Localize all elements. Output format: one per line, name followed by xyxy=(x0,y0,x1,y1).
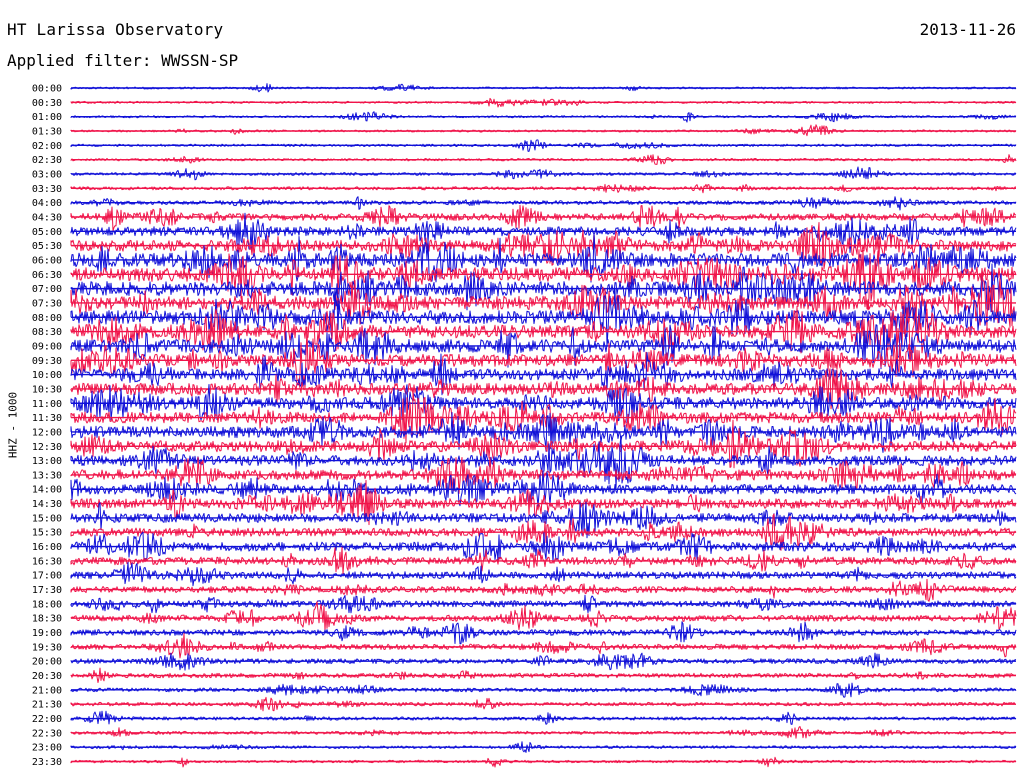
hour-label-0130: 01:30 xyxy=(32,126,62,137)
hour-label-0730: 07:30 xyxy=(32,298,62,309)
trace-row-0400 xyxy=(70,196,1017,211)
hour-label-2330: 23:30 xyxy=(32,757,62,768)
chart-date: 2013-11-26 xyxy=(919,20,1016,39)
hour-label-1430: 14:30 xyxy=(32,499,62,510)
hour-label-2000: 20:00 xyxy=(32,657,62,668)
hour-label-1830: 18:30 xyxy=(32,614,62,625)
hour-label-1300: 13:00 xyxy=(32,456,62,467)
trace-row-0230 xyxy=(70,154,1017,165)
hour-label-1200: 12:00 xyxy=(32,427,62,438)
trace-row-1530 xyxy=(70,513,1017,551)
hour-label-2300: 23:00 xyxy=(32,743,62,754)
hour-label-0000: 00:00 xyxy=(32,84,62,95)
trace-row-0630 xyxy=(70,249,1017,311)
trace-row-1100 xyxy=(70,384,1017,424)
trace-row-0130 xyxy=(70,124,1017,137)
hour-label-0300: 03:00 xyxy=(32,169,62,180)
hour-label-2230: 22:30 xyxy=(32,728,62,739)
hour-label-0630: 06:30 xyxy=(32,270,62,281)
hour-label-1130: 11:30 xyxy=(32,413,62,424)
hour-label-1700: 17:00 xyxy=(32,571,62,582)
trace-row-2230 xyxy=(70,726,1017,739)
hour-label-0930: 09:30 xyxy=(32,356,62,367)
hour-label-0030: 00:30 xyxy=(32,98,62,109)
applied-filter-label: Applied filter: WWSSN-SP xyxy=(7,51,239,70)
hour-label-1500: 15:00 xyxy=(32,513,62,524)
trace-row-1600 xyxy=(70,531,1017,563)
trace-row-1700 xyxy=(70,561,1017,587)
hour-label-1800: 18:00 xyxy=(32,599,62,610)
trace-row-1030 xyxy=(70,368,1017,410)
trace-row-0730 xyxy=(70,273,1017,328)
hour-label-1600: 16:00 xyxy=(32,542,62,553)
trace-row-2200 xyxy=(70,710,1017,725)
trace-row-1200 xyxy=(70,412,1017,453)
chart-title: HT Larissa Observatory xyxy=(7,20,224,39)
hour-label-0430: 04:30 xyxy=(32,212,62,223)
hour-label-1230: 12:30 xyxy=(32,442,62,453)
hour-label-1100: 11:00 xyxy=(32,399,62,410)
hour-label-2100: 21:00 xyxy=(32,685,62,696)
hour-label-0900: 09:00 xyxy=(32,341,62,352)
hour-label-2130: 21:30 xyxy=(32,700,62,711)
hour-label-1330: 13:30 xyxy=(32,470,62,481)
hour-label-1400: 14:00 xyxy=(32,485,62,496)
hour-label-0530: 05:30 xyxy=(32,241,62,252)
hour-label-0830: 08:30 xyxy=(32,327,62,338)
hour-label-1630: 16:30 xyxy=(32,556,62,567)
hour-label-0700: 07:00 xyxy=(32,284,62,295)
hour-label-1030: 10:30 xyxy=(32,384,62,395)
hour-label-1730: 17:30 xyxy=(32,585,62,596)
hour-label-1900: 19:00 xyxy=(32,628,62,639)
trace-row-0500 xyxy=(70,212,1017,254)
hour-label-0100: 01:00 xyxy=(32,112,62,123)
trace-row-0700 xyxy=(70,263,1017,313)
trace-row-1930 xyxy=(70,632,1017,659)
trace-row-0900 xyxy=(70,324,1017,370)
hour-label-1930: 19:30 xyxy=(32,642,62,653)
hour-label-0600: 06:00 xyxy=(32,255,62,266)
hour-label-0400: 04:00 xyxy=(32,198,62,209)
hour-label-0330: 03:30 xyxy=(32,184,62,195)
hour-label-0200: 02:00 xyxy=(32,141,62,152)
trace-row-1830 xyxy=(70,601,1017,632)
trace-row-0830 xyxy=(70,305,1017,354)
hour-label-1530: 15:30 xyxy=(32,528,62,539)
hour-label-0500: 05:00 xyxy=(32,227,62,238)
hour-label-0230: 02:30 xyxy=(32,155,62,166)
hour-label-1000: 10:00 xyxy=(32,370,62,381)
hour-label-2030: 20:30 xyxy=(32,671,62,682)
hour-label-0800: 08:00 xyxy=(32,313,62,324)
trace-row-0530 xyxy=(70,222,1017,270)
hour-label-2200: 22:00 xyxy=(32,714,62,725)
